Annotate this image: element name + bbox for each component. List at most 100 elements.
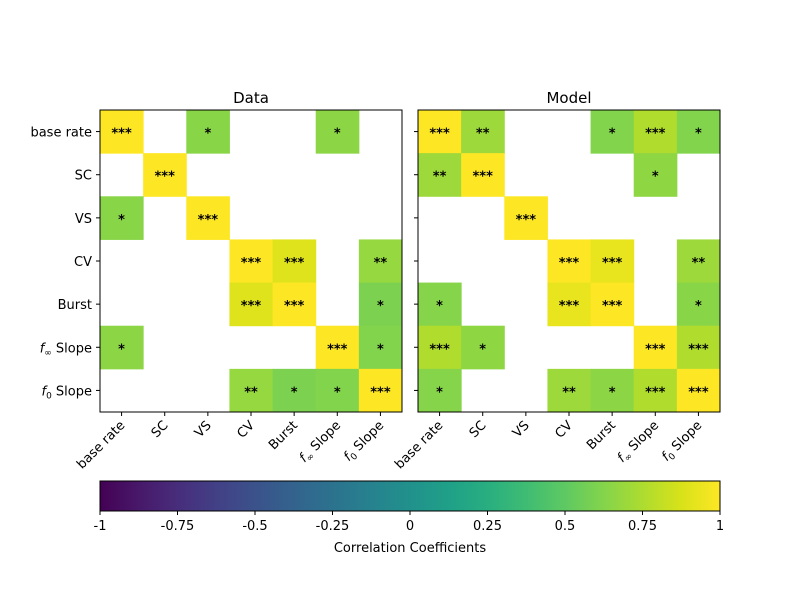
significance-mark: ** [374,256,388,271]
heatmap-cell [461,153,505,197]
x-tick-label: f0 Slope [341,418,389,466]
heatmap-cell [633,325,678,370]
colorbar-label: Correlation Coefficients [334,541,487,556]
heatmap-cell [418,110,462,154]
y-tick-label: base rate [30,126,92,141]
y-tick-label: f∞ Slope [40,341,92,358]
significance-mark: * [695,127,702,142]
significance-mark: * [609,385,616,400]
heatmap-cell [547,368,592,413]
colorbar: -1 -0.75 -0.5 -0.25 0 0.25 0.5 0.75 1 Correlation… [94,480,724,556]
heatmap-cell [272,368,317,413]
significance-mark: *** [429,342,450,357]
x-tick-label: SC [467,418,490,441]
significance-mark: *** [155,170,176,185]
significance-mark: * [334,127,341,142]
panel-title: Data [233,89,269,107]
significance-mark: * [436,385,443,400]
heatmap-cell [676,325,721,370]
heatmap-cell [186,196,230,240]
colorbar-tick-label: -0.25 [316,519,350,534]
significance-mark: * [479,342,486,357]
colorbar-tick-label: 1 [716,519,724,534]
significance-mark: *** [645,342,666,357]
colorbar-tick-label: -0.5 [242,519,267,534]
x-tick-label: Burst [266,418,301,453]
significance-mark: ** [692,256,706,271]
colorbar-bar [99,480,721,512]
colorbar-tick-label: 0.25 [473,519,502,534]
significance-mark: * [118,213,125,228]
colorbar-tick-label: -1 [94,519,107,534]
heatmap-panel-data: Data*** * ***** ****** *** ***** *** ** *** *** * *… [30,89,403,472]
heatmap-cell [100,325,144,370]
significance-mark: *** [602,256,623,271]
y-tick-label: Burst [58,298,92,313]
heatmap-cell [315,110,360,154]
significance-mark: *** [241,256,262,271]
heatmap-cell [676,282,721,327]
significance-mark: * [436,299,443,314]
heatmap-cell [461,110,505,154]
heatmap-cell [186,110,230,154]
significance-mark: *** [284,299,305,314]
x-tick-label: f∞ Slope [615,418,664,467]
x-tick-label: SC [149,418,172,441]
heatmap-cell [633,110,678,154]
heatmap-cell [504,196,548,240]
heatmap-cell [676,110,721,154]
heatmap-cell [418,368,462,413]
heatmap-cell [229,368,274,413]
heatmap-cell [272,239,317,284]
heatmap-cell [358,325,403,370]
significance-mark: ** [244,385,258,400]
significance-mark: *** [198,213,219,228]
heatmap-cell [100,110,144,154]
significance-mark: * [695,299,702,314]
significance-mark: * [652,170,659,185]
significance-mark: * [377,299,384,314]
x-tick-label: base rate [392,418,446,472]
significance-mark: ** [476,127,490,142]
significance-mark: *** [645,127,666,142]
significance-mark: ** [562,385,576,400]
colorbar-tick-label: 0 [406,519,414,534]
x-tick-label: CV [235,418,258,441]
significance-mark: * [609,127,616,142]
heatmap-cell [547,282,592,327]
x-tick-label: f∞ Slope [297,418,346,467]
heatmap-cell [229,282,274,327]
heatmap-cell [461,325,505,370]
heatmap-cell [418,325,462,370]
significance-mark: *** [111,127,132,142]
significance-mark: *** [516,213,537,228]
heatmap-cell [547,239,592,284]
heatmap-cell [633,368,678,413]
panel-title: Model [546,89,591,107]
significance-mark: *** [602,299,623,314]
heatmap-panel-model: Model*** ** * *** *** *** ******* *** *** *** *** *… [392,89,721,472]
x-tick-label: Burst [584,418,619,453]
colorbar-tick-label: 0.5 [555,519,576,534]
heatmap-cell [100,196,144,240]
significance-mark: *** [688,385,709,400]
x-tick-label: CV [553,418,576,441]
x-tick-label: f0 Slope [659,418,707,466]
significance-mark: *** [688,342,709,357]
heatmap-cell [590,282,635,327]
significance-mark: *** [559,299,580,314]
colorbar-tick-label: -0.75 [161,519,195,534]
heatmap-cell [676,368,721,413]
significance-mark: * [118,342,125,357]
heatmap-cell [358,282,403,327]
significance-mark: *** [284,256,305,271]
significance-mark: *** [241,299,262,314]
y-tick-label: VS [75,212,92,227]
heatmap-cell [229,239,274,284]
heatmap-cell [143,153,187,197]
significance-mark: ** [433,170,447,185]
heatmap-cell [358,368,403,413]
heatmap-cell [418,153,462,197]
y-tick-label: CV [74,255,92,270]
significance-mark: * [291,385,298,400]
